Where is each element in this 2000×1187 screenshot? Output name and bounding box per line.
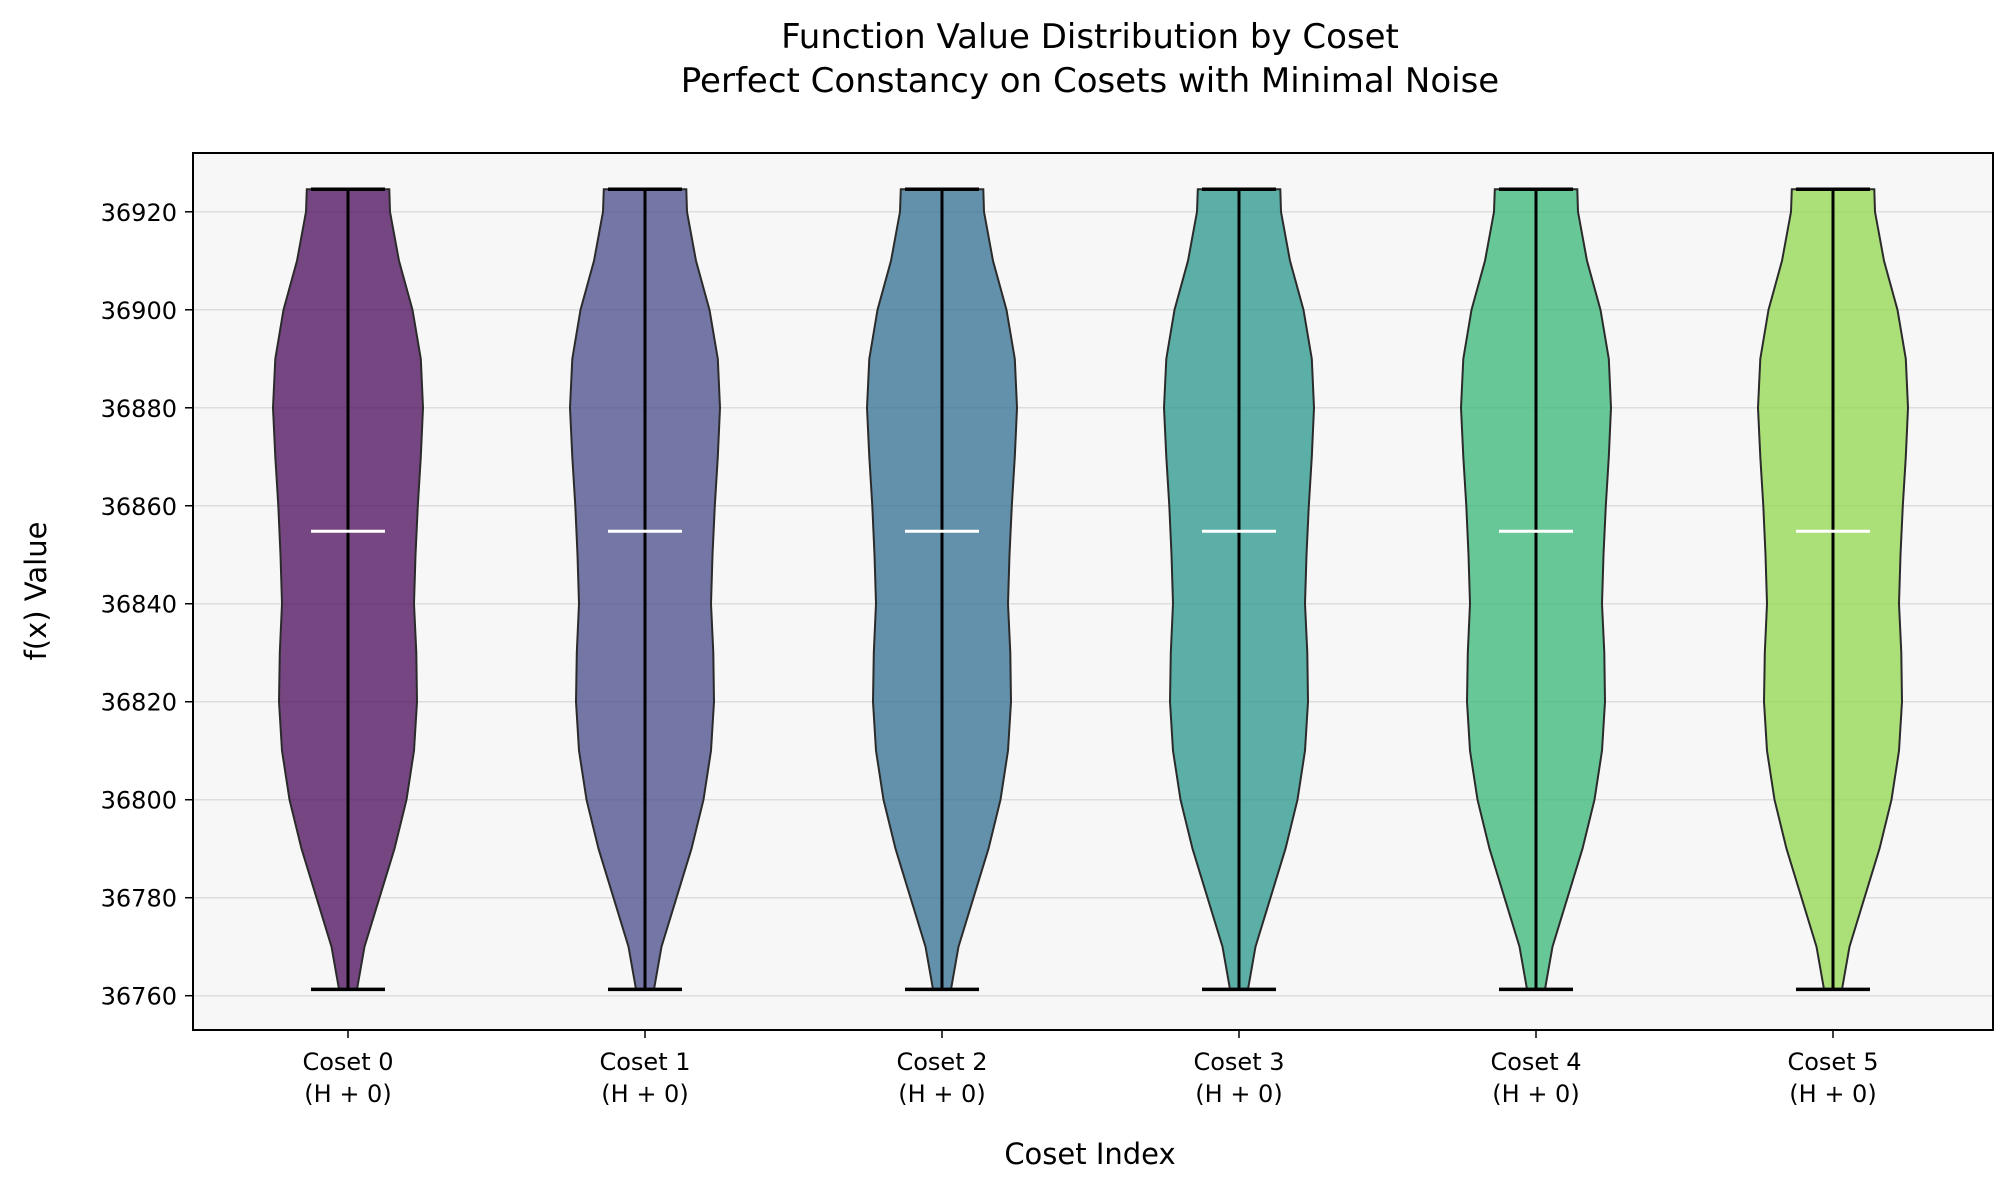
- y-tick-label: 36860: [101, 493, 177, 521]
- y-tick-label: 36920: [101, 199, 177, 227]
- x-axis-label: Coset Index: [1004, 1137, 1175, 1171]
- x-tick-sublabel: (H + 0): [304, 1080, 391, 1108]
- x-tick-sublabel: (H + 0): [1492, 1080, 1579, 1108]
- y-tick-label: 36780: [101, 885, 177, 913]
- y-tick-label: 36760: [101, 983, 177, 1011]
- x-tick-label: Coset 0: [302, 1048, 393, 1076]
- y-tick-label: 36880: [101, 395, 177, 423]
- violins: [271, 187, 1910, 992]
- y-axis: 36760 36780 36800 36820 36840 36860 36880 36900…: [101, 199, 193, 1011]
- x-tick-label: Coset 5: [1787, 1048, 1878, 1076]
- y-axis-label: f(x) Value: [19, 522, 53, 661]
- grid-lines: [193, 211, 1993, 997]
- x-tick-sublabel: (H + 0): [1195, 1080, 1282, 1108]
- chart-subtitle: Perfect Constancy on Cosets with Minimal…: [681, 61, 1499, 101]
- plot-frame: [192, 152, 1994, 1031]
- x-axis: Coset 0 (H + 0) Coset 1 (H + 0) Coset 2 (H + …: [302, 1030, 1879, 1108]
- chart-title: Function Value Distribution by Coset: [781, 17, 1399, 57]
- x-tick-sublabel: (H + 0): [601, 1080, 688, 1108]
- x-tick-label: Coset 4: [1490, 1048, 1581, 1076]
- y-tick-label: 36900: [101, 297, 177, 325]
- x-tick-label: Coset 3: [1193, 1048, 1284, 1076]
- y-tick-label: 36840: [101, 591, 177, 619]
- plot-area: [193, 153, 1993, 1030]
- y-tick-label: 36820: [101, 689, 177, 717]
- x-tick-sublabel: (H + 0): [1789, 1080, 1876, 1108]
- x-tick-sublabel: (H + 0): [898, 1080, 985, 1108]
- y-tick-label: 36800: [101, 787, 177, 815]
- x-tick-label: Coset 1: [599, 1048, 690, 1076]
- x-tick-label: Coset 2: [896, 1048, 987, 1076]
